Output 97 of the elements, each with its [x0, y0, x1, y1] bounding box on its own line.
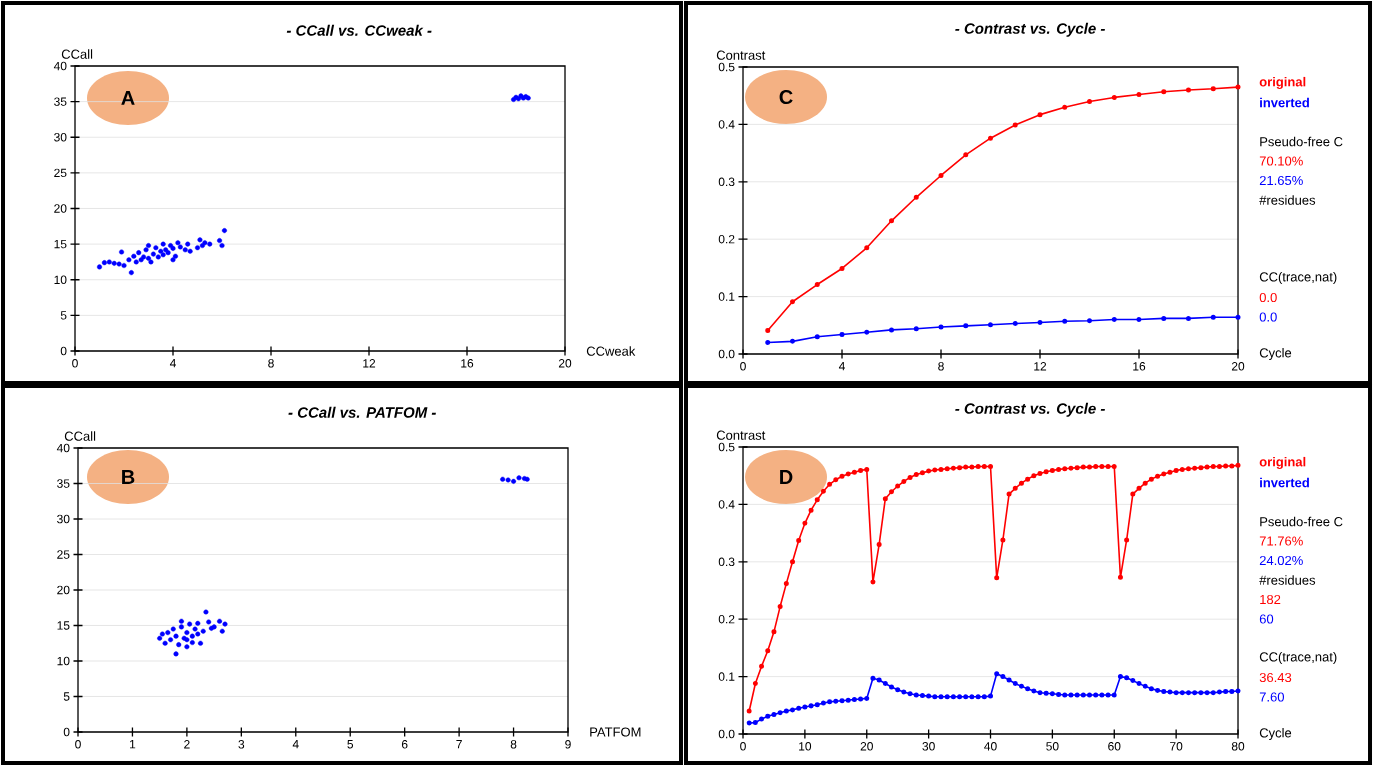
series-label: original [1259, 76, 1306, 90]
x-tick-label: 2 [184, 740, 190, 749]
y-axis-title: CCall [61, 49, 93, 59]
y-axis-title: CCall [64, 431, 96, 441]
text: CC(trace,nat) [1259, 271, 1337, 285]
y-tick-label: 40 [56, 443, 70, 453]
y-axis-title: Contrast [716, 430, 766, 440]
y-tick-label: 30 [54, 133, 67, 142]
annotation: D [780, 470, 793, 484]
text: 182 [1260, 594, 1281, 605]
y-tick-label: 0.4 [718, 500, 735, 509]
text: 71.76% [1259, 536, 1303, 546]
y-tick-label: 0.0 [718, 729, 735, 739]
x-axis-title: PATFOM [590, 727, 641, 737]
text: inverted [1260, 97, 1309, 108]
y-tick-label: 0.3 [718, 177, 735, 187]
x-tick-label: 4 [169, 359, 176, 368]
x-tick-label: 10 [799, 742, 812, 751]
text: 36.43 [1259, 672, 1292, 683]
y-tick-label: 0.2 [718, 234, 735, 244]
x-axis-title: Cycle [1259, 727, 1292, 741]
chart-title: - CCall vs. PATFOM - [288, 406, 436, 418]
x-tick-label: 40 [984, 742, 997, 751]
text: #residues [1259, 195, 1316, 205]
chart-title: - Contrast vs. Cycle - [955, 22, 1105, 37]
text: 0.0 [1259, 312, 1277, 322]
y-tick-label: 25 [57, 550, 70, 559]
annotation: C [779, 89, 793, 105]
x-tick-label: 20 [860, 742, 873, 751]
x-tick-label: 1 [130, 740, 136, 749]
x-axis-title: Cycle [1259, 347, 1292, 361]
y-tick-label: 0.0 [718, 349, 735, 359]
annotation: B [122, 470, 135, 484]
x-tick-label: 80 [1231, 742, 1245, 751]
text: Pseudo-free C [1260, 516, 1343, 527]
y-tick-label: 25 [54, 168, 67, 178]
x-tick-label: 16 [461, 359, 474, 368]
y-tick-label: 20 [54, 204, 67, 213]
y-tick-label: 0.5 [718, 442, 735, 452]
y-tick-label: 35 [54, 97, 67, 106]
text: #residues [1259, 575, 1316, 585]
x-tick-label: 0 [72, 359, 78, 368]
series-label: original [1259, 456, 1306, 470]
y-axis-title: Contrast [716, 50, 766, 60]
chart-title: - Contrast vs. Cycle - [955, 402, 1105, 417]
y-tick-label: 5 [63, 692, 70, 701]
text: 7.60 [1259, 692, 1285, 702]
x-tick-label: 20 [1231, 362, 1245, 371]
text: 21.65% [1259, 175, 1303, 186]
y-tick-label: 0.3 [718, 557, 735, 567]
x-tick-label: 6 [401, 740, 408, 749]
y-tick-label: 40 [53, 61, 67, 71]
x-tick-label: 30 [922, 742, 935, 751]
y-tick-label: 30 [57, 514, 70, 524]
x-tick-label: 5 [347, 740, 354, 749]
y-tick-label: 0.4 [718, 120, 735, 129]
text: 60 [1259, 614, 1274, 624]
x-tick-label: 0 [75, 740, 81, 749]
x-tick-label: 0 [740, 742, 746, 751]
y-tick-label: 0.5 [718, 62, 735, 72]
x-tick-label: 8 [268, 359, 274, 368]
y-tick-label: 10 [57, 656, 70, 666]
x-tick-label: 3 [238, 740, 245, 749]
y-tick-label: 0.1 [718, 292, 735, 301]
text: inverted [1260, 477, 1309, 488]
text: 0.0 [1259, 292, 1277, 303]
text: CC(trace,nat) [1259, 651, 1337, 665]
x-tick-label: 4 [838, 362, 845, 371]
x-tick-label: 50 [1046, 742, 1059, 751]
y-tick-label: 0 [60, 346, 67, 356]
x-axis-title: CCweak [586, 346, 636, 356]
x-tick-label: 8 [938, 362, 944, 371]
y-tick-label: 0 [63, 727, 70, 737]
text: 70.10% [1259, 156, 1303, 166]
x-tick-label: 4 [292, 740, 299, 749]
y-tick-label: 10 [54, 275, 67, 284]
annotation: A [121, 91, 135, 105]
chart-title: - CCall vs. CCweak - [286, 24, 432, 36]
x-tick-label: 16 [1133, 362, 1146, 371]
text: 24.02% [1259, 555, 1303, 566]
y-tick-label: 15 [57, 621, 70, 630]
x-tick-label: 7 [456, 740, 462, 749]
y-tick-label: 0.1 [718, 672, 735, 681]
y-tick-label: 15 [54, 239, 67, 249]
x-tick-label: 0 [740, 362, 746, 371]
x-tick-label: 12 [1034, 362, 1047, 371]
x-tick-label: 70 [1170, 742, 1183, 751]
y-tick-label: 0.2 [718, 614, 735, 624]
x-tick-label: 8 [510, 740, 517, 749]
text: Pseudo-free C [1260, 136, 1343, 147]
x-tick-label: 9 [565, 740, 571, 749]
x-tick-label: 12 [363, 359, 376, 368]
y-tick-label: 5 [60, 311, 67, 320]
y-tick-label: 35 [57, 479, 70, 488]
x-tick-label: 60 [1108, 742, 1121, 751]
x-tick-label: 20 [558, 359, 572, 368]
y-tick-label: 20 [57, 585, 70, 595]
